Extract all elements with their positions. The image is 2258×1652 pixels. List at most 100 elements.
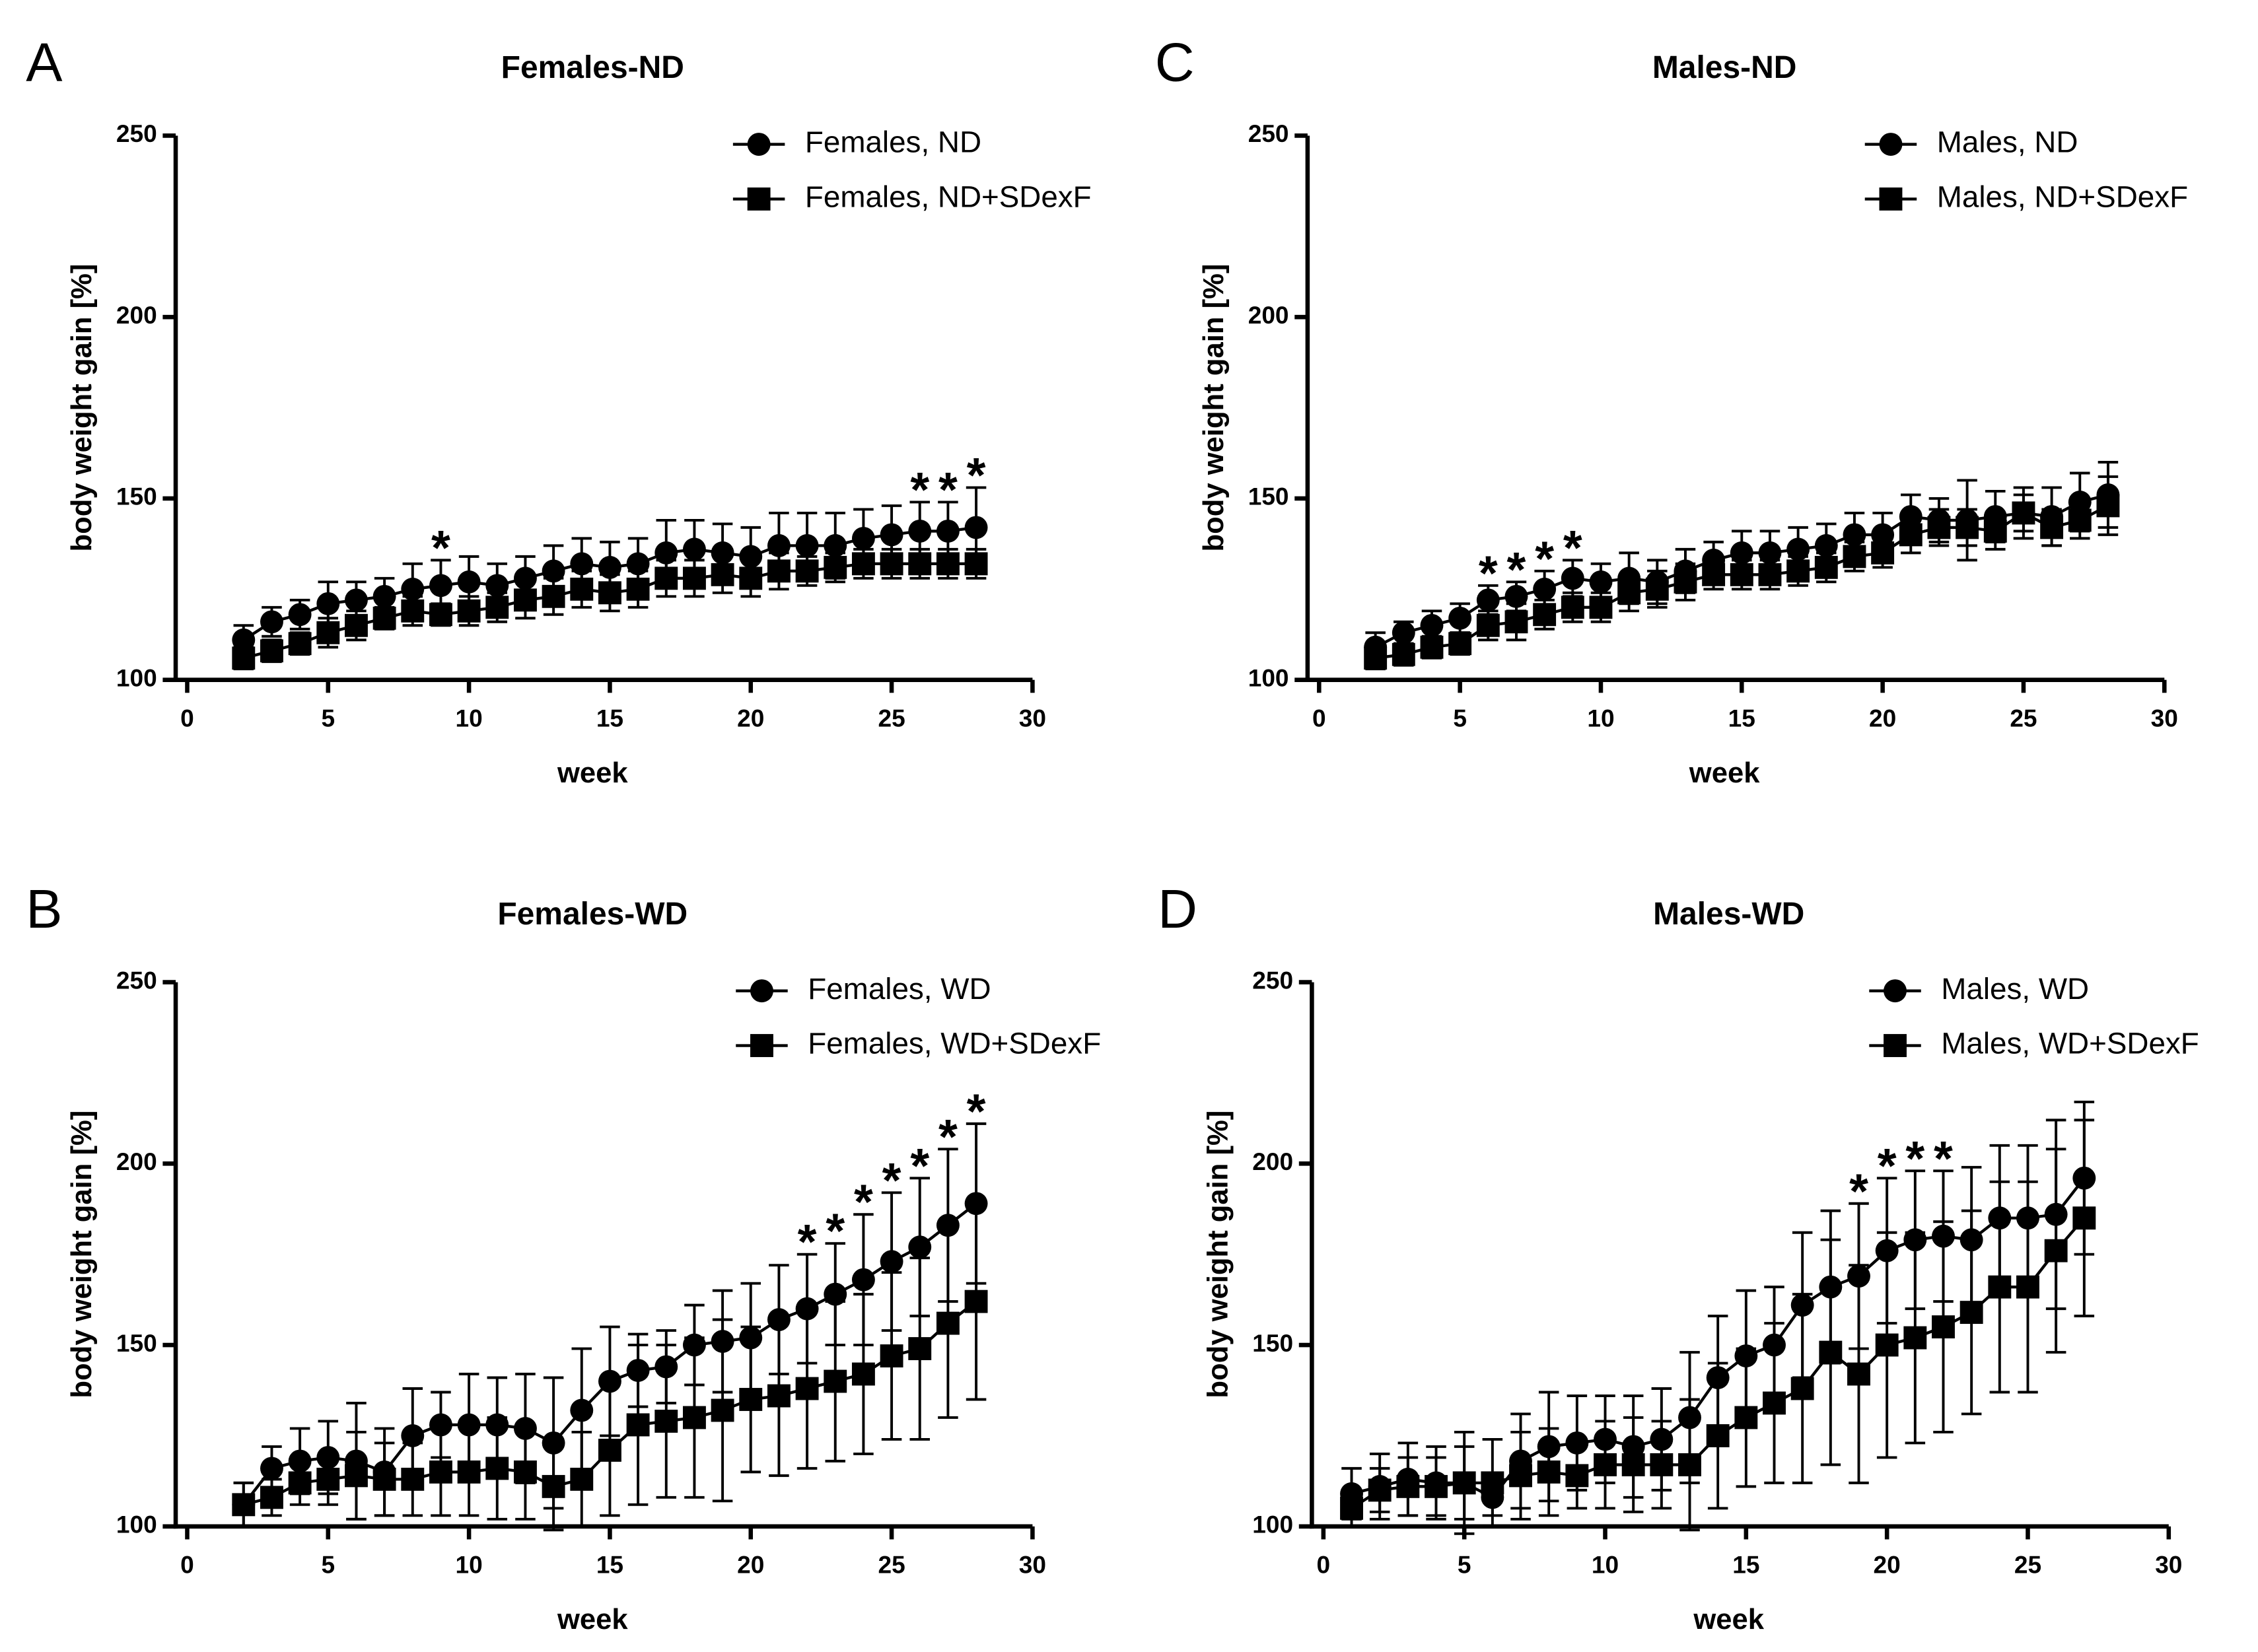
x-tick-label: 0 (180, 705, 194, 732)
significance-star: * (910, 462, 929, 517)
x-tick-label: 0 (1317, 1551, 1331, 1579)
marker-square (372, 1467, 396, 1491)
marker-circle (260, 610, 283, 634)
marker-circle (1504, 584, 1528, 608)
x-tick-label: 15 (596, 705, 623, 732)
marker-circle (288, 603, 312, 627)
marker-square (260, 639, 283, 663)
marker-square (654, 1410, 678, 1433)
marker-square (1425, 1474, 1448, 1498)
chart-title: Males-WD (1653, 897, 1804, 932)
marker-square (401, 599, 425, 623)
marker-square (1899, 523, 1923, 547)
marker-square (682, 567, 706, 590)
y-tick-label: 200 (116, 1148, 157, 1175)
marker-square (457, 599, 481, 623)
x-tick-label: 10 (456, 1551, 483, 1579)
marker-circle (964, 516, 988, 539)
marker-square (1884, 1034, 1907, 1057)
significance-star: * (1905, 1131, 1924, 1186)
x-tick-label: 5 (321, 1551, 335, 1579)
marker-square (513, 588, 537, 612)
marker-square (1843, 545, 1866, 568)
marker-square (1509, 1464, 1532, 1488)
significance-star: * (938, 462, 958, 517)
x-tick-label: 0 (1312, 705, 1326, 732)
marker-square (1621, 1453, 1645, 1476)
marker-square (908, 552, 932, 576)
marker-square (1674, 570, 1697, 594)
marker-square (1420, 635, 1444, 659)
marker-square (260, 1486, 283, 1509)
marker-circle (880, 1250, 903, 1274)
marker-square (1650, 1453, 1674, 1476)
x-axis-label: week (557, 1604, 628, 1635)
marker-circle (908, 519, 932, 543)
marker-square (288, 632, 312, 656)
significance-star: * (967, 448, 986, 502)
y-tick-label: 100 (1248, 664, 1289, 691)
marker-circle (570, 1398, 594, 1422)
marker-square (570, 1467, 594, 1491)
x-tick-label: 15 (1728, 705, 1755, 732)
x-tick-label: 25 (2014, 1551, 2041, 1579)
legend-label: Males, ND+SDexF (1937, 180, 2188, 213)
marker-square (1871, 541, 1895, 565)
marker-circle (936, 1214, 960, 1237)
marker-square (1589, 596, 1613, 619)
marker-square (654, 567, 678, 590)
y-tick-label: 250 (1252, 966, 1293, 994)
marker-square (1927, 516, 1951, 539)
marker-square (1617, 581, 1641, 605)
marker-circle (1884, 979, 1907, 1003)
marker-square (1368, 1478, 1392, 1502)
marker-square (750, 1034, 773, 1057)
marker-square (429, 1460, 452, 1484)
significance-star: * (798, 1214, 817, 1269)
x-tick-label: 20 (1869, 705, 1896, 732)
marker-circle (1814, 533, 1838, 557)
x-tick-label: 10 (456, 705, 483, 732)
marker-circle (542, 559, 565, 583)
marker-circle (824, 1282, 847, 1306)
marker-circle (1758, 541, 1782, 565)
significance-star: * (910, 1138, 929, 1193)
marker-square (401, 1467, 425, 1491)
marker-circle (767, 533, 791, 557)
marker-square (1645, 577, 1669, 601)
marker-square (1448, 632, 1472, 656)
marker-circle (1843, 523, 1866, 547)
marker-square (316, 621, 340, 644)
x-tick-label: 20 (1874, 1551, 1901, 1579)
marker-square (316, 1467, 340, 1491)
significance-star: * (1878, 1138, 1897, 1193)
y-tick-label: 250 (1248, 120, 1289, 147)
marker-square (1983, 519, 2007, 543)
significance-star: * (938, 1109, 958, 1164)
marker-square (711, 1398, 734, 1422)
marker-square (1819, 1340, 1843, 1364)
marker-circle (1589, 570, 1613, 594)
y-tick-label: 150 (1252, 1329, 1293, 1357)
marker-square (747, 187, 771, 211)
legend-label: Females, WD+SDexF (808, 1027, 1101, 1060)
significance-star: * (882, 1153, 901, 1208)
chart-title: Females-ND (501, 50, 684, 85)
significance-star: * (826, 1204, 845, 1258)
panel-label: B (26, 878, 62, 940)
significance-star: * (1507, 542, 1526, 597)
marker-circle (1476, 588, 1500, 612)
marker-circle (880, 523, 903, 547)
marker-square (1594, 1453, 1617, 1476)
x-axis-label: week (1689, 757, 1760, 789)
panel-label: D (1158, 878, 1197, 940)
y-tick-label: 100 (116, 664, 157, 691)
marker-square (1392, 642, 1415, 666)
panel-label: A (26, 32, 63, 93)
x-tick-label: 25 (878, 1551, 905, 1579)
marker-circle (795, 533, 819, 557)
marker-circle (372, 584, 396, 608)
marker-square (851, 552, 875, 576)
marker-square (824, 1369, 847, 1393)
marker-square (288, 1471, 312, 1495)
